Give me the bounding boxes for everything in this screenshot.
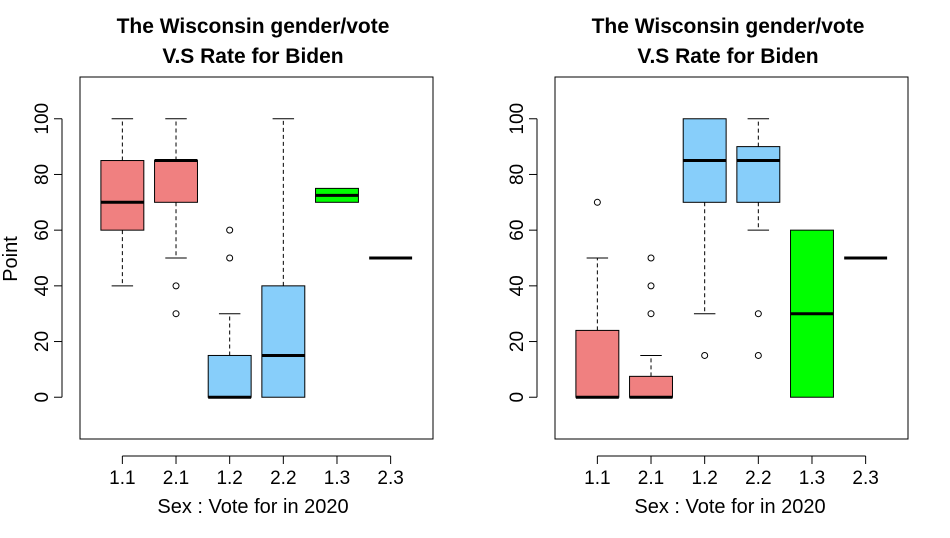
left-y-tick-label-20: 20 [32, 331, 53, 352]
left-y-tick-label-80: 80 [32, 164, 53, 185]
right-x-tick-label-1.3: 1.3 [799, 468, 825, 489]
right-boxplot-panel: The Wisconsin gender/vote V.S Rate for B… [507, 15, 909, 518]
left-box-2.1-body [154, 160, 198, 203]
right-x-axis-label: Sex : Vote for in 2020 [634, 496, 825, 518]
left-box-1.1-body [100, 160, 145, 231]
left-box-1.2-outlier-0 [226, 226, 234, 234]
left-x-tick-label-1.3: 1.3 [324, 468, 350, 489]
right-y-tick-label-20: 20 [507, 331, 528, 352]
left-x-tick-label-1.1: 1.1 [109, 468, 135, 489]
left-box-2.1-outlier-1 [172, 310, 180, 318]
right-x-tick-label-1.2: 1.2 [691, 468, 717, 489]
left-boxplot-panel: The Wisconsin gender/vote V.S Rate for B… [0, 15, 434, 518]
right-box-2.2-outlier-1 [754, 351, 762, 359]
right-plot-frame [554, 76, 909, 440]
right-chart-title-line1: The Wisconsin gender/vote [592, 15, 865, 38]
left-box-2.1 [154, 118, 198, 318]
right-box-2.1-outlier-2 [647, 310, 655, 318]
left-plot-frame [79, 76, 434, 440]
right-box-1.1 [575, 198, 620, 399]
right-x-tick-label-1.1: 1.1 [584, 468, 610, 489]
left-y-axis: 0 20 40 60 80 100 [32, 103, 63, 403]
left-x-axis-label: Sex : Vote for in 2020 [157, 496, 348, 518]
left-x-tick-label-2.3: 2.3 [377, 468, 403, 489]
right-y-tick-label-0: 0 [507, 392, 528, 403]
left-box-1.2-outlier-1 [226, 254, 234, 262]
left-box-1.2 [207, 226, 252, 399]
right-box-1.3 [790, 229, 834, 398]
left-box-2.2 [261, 118, 306, 398]
left-y-tick-label-0: 0 [32, 392, 53, 403]
right-box-1.1-body [575, 329, 620, 398]
left-chart-title-line1: The Wisconsin gender/vote [117, 15, 390, 38]
right-x-axis: 1.1 2.1 1.2 2.2 1.3 2.3 [584, 455, 879, 489]
left-x-tick-label-1.2: 1.2 [216, 468, 242, 489]
left-y-tick-label-60: 60 [32, 220, 53, 241]
left-box-1.2-body [207, 354, 252, 398]
right-box-2.1 [629, 254, 673, 399]
left-box-2.2-body [261, 285, 306, 398]
right-y-tick-label-40: 40 [507, 275, 528, 296]
right-box-1.1-outlier-0 [593, 198, 601, 206]
right-box-2.2-outlier-0 [754, 310, 762, 318]
left-box-2.1-outlier-0 [172, 282, 180, 290]
left-box-marks [100, 118, 413, 399]
right-x-tick-label-2.1: 2.1 [638, 468, 664, 489]
right-chart-title-line2: V.S Rate for Biden [637, 45, 818, 68]
right-box-marks [575, 118, 888, 399]
right-box-2.1-body [629, 375, 673, 398]
right-y-tick-label-80: 80 [507, 164, 528, 185]
right-box-1.2-outlier-0 [701, 351, 709, 359]
right-box-2.1-outlier-1 [647, 282, 655, 290]
left-box-1.1 [100, 118, 145, 287]
left-x-tick-label-2.2: 2.2 [270, 468, 296, 489]
left-y-axis-label: Point [0, 236, 22, 282]
right-box-2.2 [736, 118, 781, 359]
left-x-axis: 1.1 2.1 1.2 2.2 1.3 2.3 [109, 455, 404, 489]
left-chart-title-line2: V.S Rate for Biden [162, 45, 343, 68]
left-y-tick-label-40: 40 [32, 275, 53, 296]
left-x-tick-label-2.1: 2.1 [163, 468, 189, 489]
left-box-1.3 [315, 187, 359, 203]
right-y-tick-label-60: 60 [507, 220, 528, 241]
right-y-axis: 0 20 40 60 80 100 [507, 103, 538, 403]
right-y-tick-label-100: 100 [507, 103, 528, 135]
right-x-tick-label-2.2: 2.2 [745, 468, 771, 489]
right-box-2.1-outlier-0 [647, 254, 655, 262]
right-box-2.2-body [736, 146, 781, 203]
left-y-tick-label-100: 100 [32, 103, 53, 135]
right-box-1.2 [682, 118, 727, 359]
right-x-tick-label-2.3: 2.3 [852, 468, 878, 489]
